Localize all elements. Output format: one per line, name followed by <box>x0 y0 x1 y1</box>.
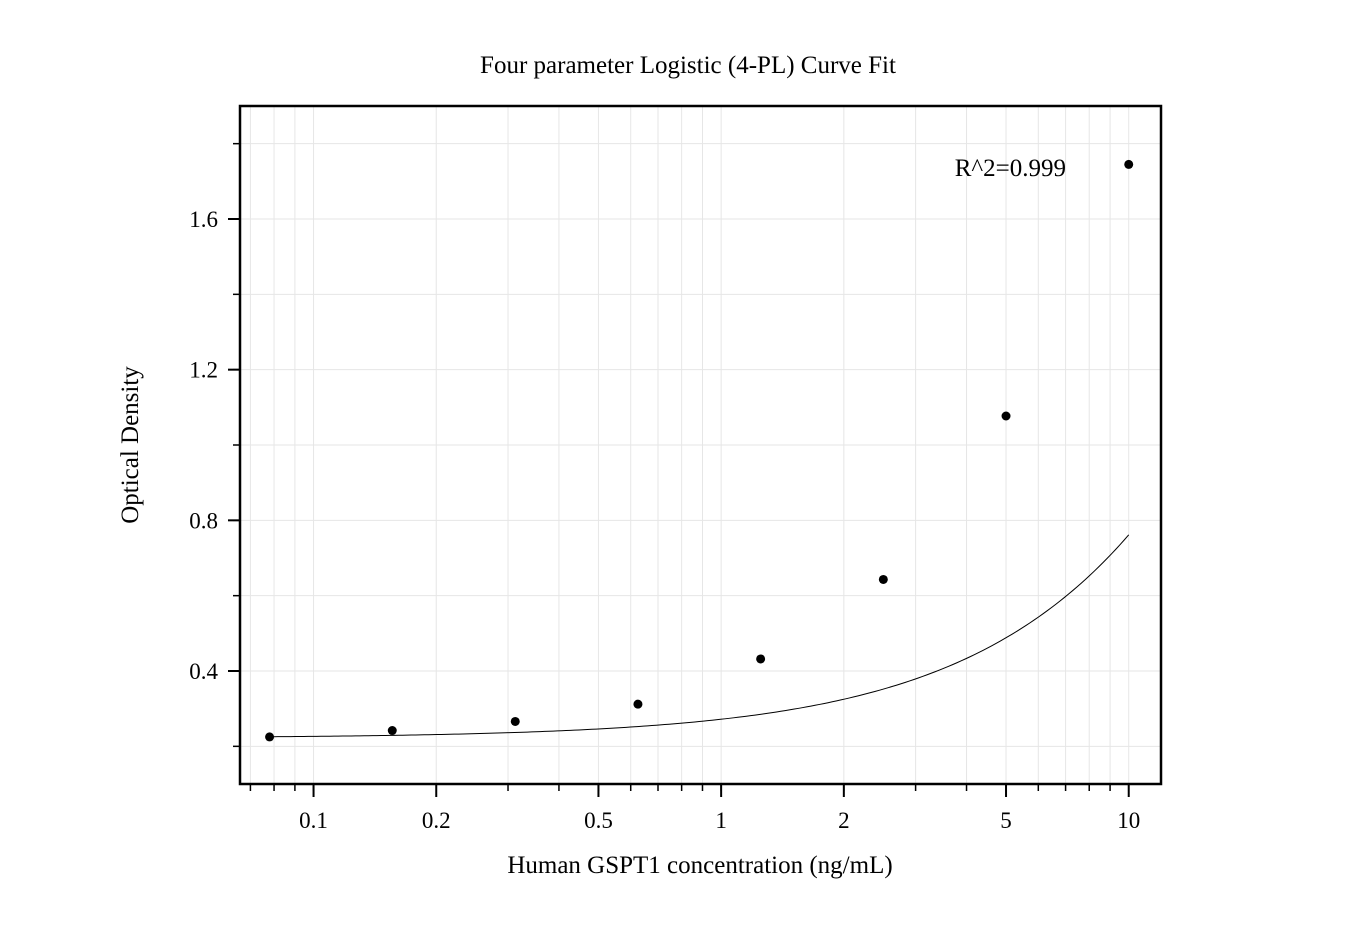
fit-curve <box>269 534 1130 738</box>
chart-title: Four parameter Logistic (4-PL) Curve Fit <box>480 52 896 79</box>
x-tick-label: 2 <box>838 808 850 833</box>
data-point <box>387 726 397 736</box>
x-tick-label: 10 <box>1117 808 1140 833</box>
data-point <box>878 574 888 584</box>
data-point <box>265 732 275 742</box>
r-squared-annotation: R^2=0.999 <box>955 155 1066 182</box>
data-point <box>756 654 766 664</box>
x-tick-label: 0.1 <box>299 808 328 833</box>
fit-curve-layer <box>269 534 1130 738</box>
data-point <box>1001 411 1011 421</box>
tick-labels: 0.1 0.2 0.5 1 2 5 10 0.4 0.8 1.2 1.6 <box>189 207 1140 833</box>
axis-ticks <box>228 142 1130 797</box>
data-points <box>265 159 1134 742</box>
y-tick-label: 0.8 <box>189 508 218 533</box>
data-point <box>510 716 520 726</box>
y-tick-label: 0.4 <box>189 659 218 684</box>
data-point <box>633 699 643 709</box>
x-tick-label: 0.2 <box>422 808 451 833</box>
grid-lines <box>240 106 1161 784</box>
y-axis-title: Optical Density <box>117 366 144 524</box>
data-point <box>1124 159 1134 169</box>
x-axis-title: Human GSPT1 concentration (ng/mL) <box>507 852 892 879</box>
y-tick-label: 1.2 <box>189 358 218 383</box>
x-tick-label: 1 <box>715 808 727 833</box>
x-tick-label: 0.5 <box>584 808 613 833</box>
y-tick-label: 1.6 <box>189 207 218 232</box>
x-tick-label: 5 <box>1000 808 1012 833</box>
